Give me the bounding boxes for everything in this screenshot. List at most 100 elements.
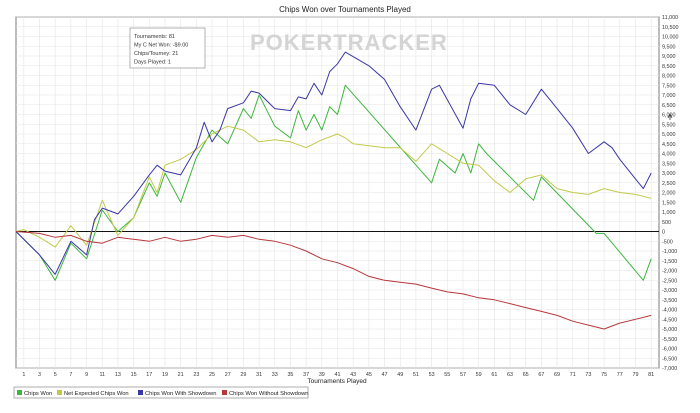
x-tick-label: 15 xyxy=(131,372,137,378)
chart-options-icon[interactable] xyxy=(667,113,673,120)
x-tick-label: 71 xyxy=(570,372,576,378)
y-tick-label: 1,000 xyxy=(662,210,676,216)
x-tick-label: 45 xyxy=(366,372,372,378)
x-tick-label: 65 xyxy=(523,372,529,378)
y-tick-label: -2,000 xyxy=(662,269,677,275)
x-tick-label: 55 xyxy=(444,372,450,378)
x-tick-label: 21 xyxy=(178,372,184,378)
x-tick-label: 17 xyxy=(146,372,152,378)
legend-swatch-net-expected xyxy=(57,390,62,395)
legend-swatch-chips-won xyxy=(17,390,22,395)
x-tick-label: 13 xyxy=(115,372,121,378)
x-tick-label: 61 xyxy=(491,372,497,378)
x-axis-label: Tournaments Played xyxy=(307,378,367,385)
y-tick-label: 9,000 xyxy=(662,54,676,60)
y-tick-label: -1,000 xyxy=(662,249,677,255)
y-tick-label: -5,000 xyxy=(662,327,677,333)
x-tick-label: 23 xyxy=(193,372,199,378)
x-tick-label: 37 xyxy=(303,372,309,378)
y-tick-label: 9,500 xyxy=(662,44,676,50)
series-lines xyxy=(15,51,652,330)
x-tick-label: 19 xyxy=(162,372,168,378)
y-tick-label: -2,500 xyxy=(662,278,677,284)
x-tick-label: 63 xyxy=(507,372,513,378)
x-tick-label: 57 xyxy=(460,372,466,378)
y-tick-label: 1,500 xyxy=(662,200,676,206)
y-tick-label: -3,000 xyxy=(662,288,677,294)
grid-lines xyxy=(16,16,659,369)
x-tick-label: 9 xyxy=(85,372,88,378)
x-tick-label: 49 xyxy=(397,372,403,378)
x-tick-label: 81 xyxy=(648,372,654,378)
series-line-chips-won-with-showdown xyxy=(15,51,652,275)
y-tick-label: 4,000 xyxy=(662,152,676,158)
x-tick-label: 77 xyxy=(617,372,623,378)
info-chips-per-tourney: Chips/Tourney: 21 xyxy=(134,51,178,57)
x-tick-label: 29 xyxy=(240,372,246,378)
x-tick-label: 59 xyxy=(476,372,482,378)
info-days-played: Days Played: 1 xyxy=(134,60,171,66)
x-tick-label: 25 xyxy=(209,372,215,378)
y-tick-label: 6,000 xyxy=(662,113,676,119)
y-tick-label: 500 xyxy=(662,220,671,226)
x-tick-label: 47 xyxy=(382,372,388,378)
y-tick-label: 7,500 xyxy=(662,83,676,89)
x-axis-ticks: 1 3 5 7 9 11 13 15 17 19 21 23 25 27 29 31 33 35 37 39 41 43 4… xyxy=(22,372,654,378)
y-tick-label: 2,000 xyxy=(662,191,676,197)
y-tick-label: 2,500 xyxy=(662,181,676,187)
x-tick-label: 73 xyxy=(585,372,591,378)
y-tick-label: 10,500 xyxy=(662,25,679,31)
y-tick-label: 8,000 xyxy=(662,74,676,80)
series-line-net-expected-chips-won xyxy=(15,125,652,248)
y-tick-label: -3,500 xyxy=(662,298,677,304)
x-tick-label: 39 xyxy=(319,372,325,378)
y-tick-label: -6,000 xyxy=(662,347,677,353)
y-tick-label: 10,000 xyxy=(662,35,679,41)
x-tick-label: 69 xyxy=(554,372,560,378)
info-box: Tournaments: 81 My C Net Won: -$9.00 Chi… xyxy=(129,27,206,69)
x-tick-label: 7 xyxy=(69,372,72,378)
legend-swatch-without-showdown xyxy=(222,390,227,395)
y-tick-label: 11,000 xyxy=(662,15,678,21)
y-tick-label: -4,500 xyxy=(662,317,677,323)
info-tournaments: Tournaments: 81 xyxy=(134,34,175,40)
legend-label-with-showdown: Chips Won With Showdown xyxy=(145,391,216,397)
x-tick-label: 67 xyxy=(538,372,544,378)
info-box-frame xyxy=(129,27,206,69)
y-tick-label: 4,500 xyxy=(662,142,676,148)
x-tick-label: 41 xyxy=(335,372,341,378)
legend-swatch-with-showdown xyxy=(138,390,143,395)
legend-label-net-expected: Net Expected Chips Won xyxy=(64,391,129,397)
x-tick-label: 35 xyxy=(287,372,293,378)
y-tick-label: 5,500 xyxy=(662,122,676,128)
y-tick-label: 3,000 xyxy=(662,171,676,177)
y-axis-ticks: -7,000 -6,500 -6,000 -5,500 -5,000 -4,500 -4,0… xyxy=(662,15,679,372)
y-tick-label: 6,500 xyxy=(662,103,676,109)
y-tick-label: -1,500 xyxy=(662,259,677,265)
watermark: POKERTRACKER xyxy=(250,30,448,55)
y-tick-label: -7,000 xyxy=(662,366,677,372)
legend-label-without-showdown: Chips Won Without Showdown xyxy=(229,391,308,397)
y-tick-label: 7,000 xyxy=(662,93,676,99)
legend-label-chips-won: Chips Won xyxy=(24,391,52,397)
x-tick-label: 79 xyxy=(632,372,638,378)
y-tick-label: -6,500 xyxy=(662,356,677,362)
y-tick-label: -4,000 xyxy=(662,308,677,314)
x-tick-label: 31 xyxy=(256,372,262,378)
x-tick-label: 1 xyxy=(22,372,25,378)
x-tick-label: 3 xyxy=(38,372,41,378)
y-tick-label: -500 xyxy=(662,239,673,245)
y-tick-label: 3,500 xyxy=(662,161,676,167)
x-tick-label: 51 xyxy=(413,372,419,378)
x-tick-label: 43 xyxy=(350,372,356,378)
chart-title: Chips Won over Tournaments Played xyxy=(279,5,411,14)
x-tick-label: 11 xyxy=(99,372,105,378)
info-net-won: My C Net Won: -$9.00 xyxy=(134,43,188,49)
x-tick-label: 27 xyxy=(225,372,231,378)
x-tick-label: 5 xyxy=(54,372,57,378)
series-line-chips-won xyxy=(15,84,652,281)
x-tick-label: 75 xyxy=(601,372,607,378)
x-tick-label: 53 xyxy=(429,372,435,378)
